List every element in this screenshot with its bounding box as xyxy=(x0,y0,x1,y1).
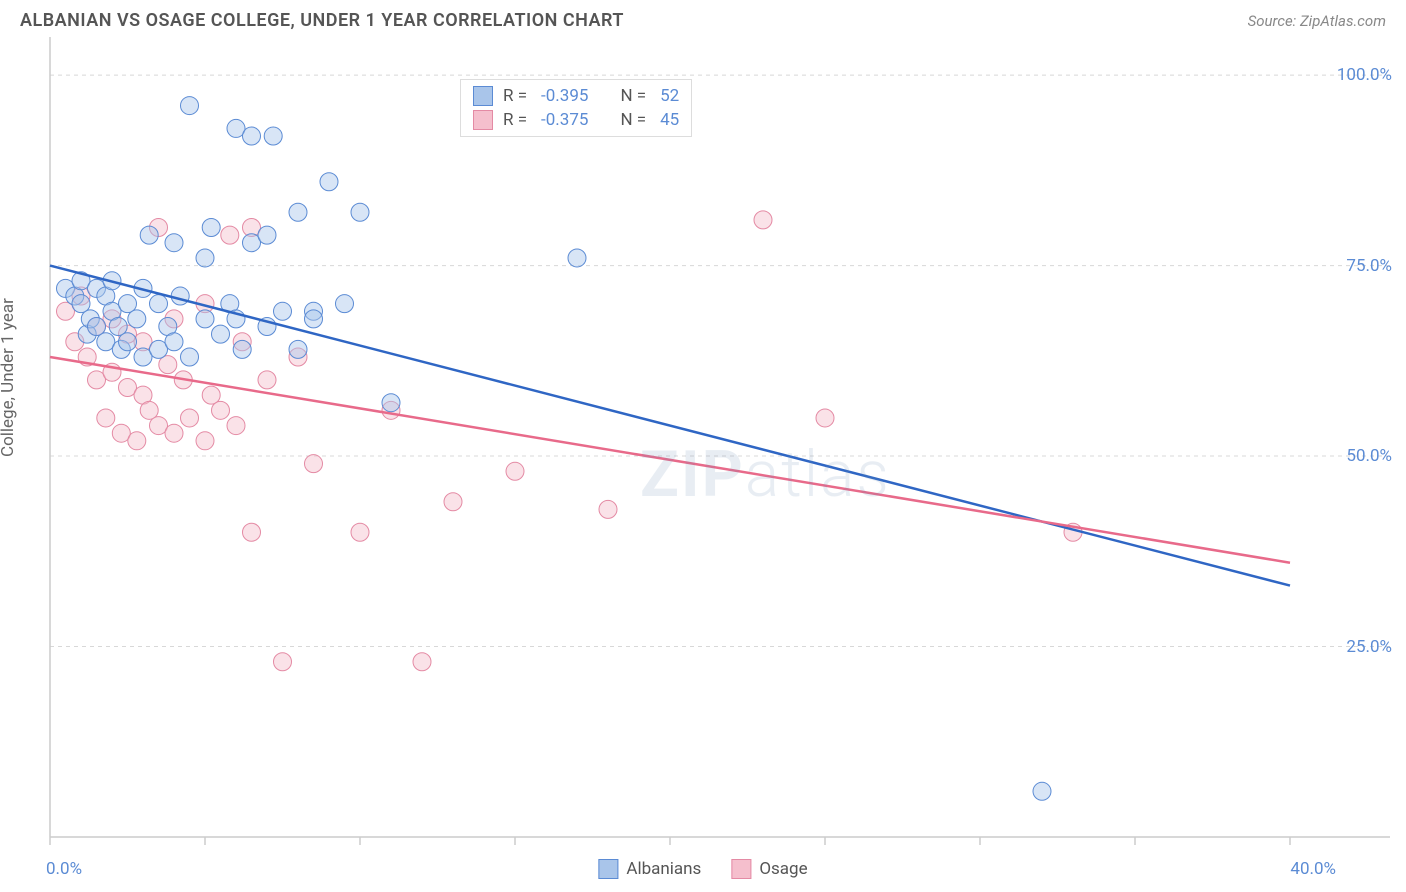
chart-area: ZIPatlas College, Under 1 year R = -0.39… xyxy=(0,37,1406,885)
x-axis-max-label: 40.0% xyxy=(1290,859,1336,879)
legend-item: Osage xyxy=(731,859,807,879)
y-tick-label: 75.0% xyxy=(1346,256,1392,276)
r-value: -0.395 xyxy=(541,86,588,106)
n-label: N = xyxy=(620,86,646,106)
y-tick-label: 100.0% xyxy=(1337,65,1392,85)
source-attribution: Source: ZipAtlas.com xyxy=(1248,12,1386,30)
y-tick-label: 50.0% xyxy=(1346,446,1392,466)
legend-swatch xyxy=(731,859,751,879)
x-axis-min-label: 0.0% xyxy=(46,859,82,879)
r-value: -0.375 xyxy=(541,110,588,130)
scatter-chart-svg xyxy=(0,37,1406,857)
legend-swatch xyxy=(473,110,493,130)
legend-stats: R = -0.395 N = 52 R = -0.375 N = 45 xyxy=(460,79,692,137)
legend-stats-row: R = -0.395 N = 52 xyxy=(473,84,679,108)
y-tick-label: 25.0% xyxy=(1346,637,1392,657)
legend-series: Albanians Osage xyxy=(598,859,807,879)
n-value: 52 xyxy=(660,86,679,106)
r-label: R = xyxy=(503,110,527,130)
legend-item: Albanians xyxy=(598,859,701,879)
chart-title: ALBANIAN VS OSAGE COLLEGE, UNDER 1 YEAR … xyxy=(20,10,624,31)
r-label: R = xyxy=(503,86,527,106)
n-label: N = xyxy=(620,110,646,130)
y-axis-label: College, Under 1 year xyxy=(0,298,18,457)
legend-swatch xyxy=(473,86,493,106)
n-value: 45 xyxy=(660,110,679,130)
legend-label: Osage xyxy=(759,859,807,879)
legend-swatch xyxy=(598,859,618,879)
legend-label: Albanians xyxy=(626,859,701,879)
legend-stats-row: R = -0.375 N = 45 xyxy=(473,108,679,132)
